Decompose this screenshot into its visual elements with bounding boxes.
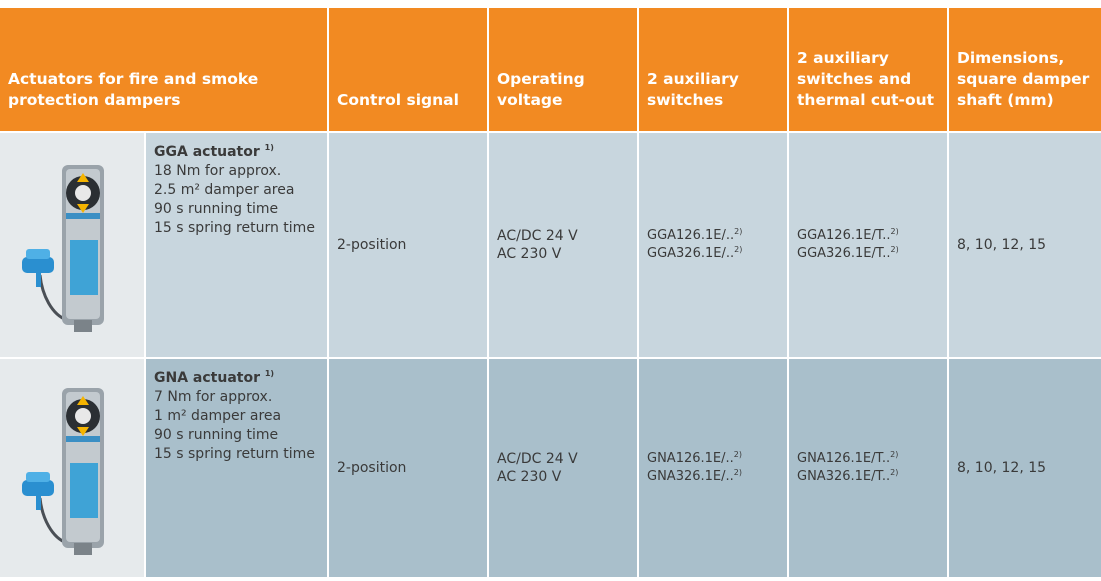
actuator-photo xyxy=(22,165,104,332)
type-code: GNA326.1E/T..2) xyxy=(797,468,939,486)
type-code: GNA126.1E/..2) xyxy=(647,450,779,468)
type-code-text: GGA126.1E/.. xyxy=(647,228,735,243)
type-code-text: GGA126.1E/T.. xyxy=(797,228,891,243)
voltage: AC/DC 24 V AC 230 V xyxy=(489,133,637,357)
type-code: GNA126.1E/T..2) xyxy=(797,450,939,468)
type-code-text: GNA326.1E/T.. xyxy=(797,469,891,484)
type-codes: GNA126.1E/..2) GNA326.1E/..2) xyxy=(639,359,787,577)
footnote-ref: 2) xyxy=(890,468,899,477)
control-signal: 2-position xyxy=(329,359,487,577)
description-line: 7 Nm for approx. xyxy=(154,389,273,405)
product-name: GGA actuator 1) xyxy=(154,143,319,162)
header-cell: 2 auxiliary switches xyxy=(639,8,787,131)
type-code-text: GNA326.1E/.. xyxy=(647,469,734,484)
type-codes: GGA126.1E/..2) GGA326.1E/..2) xyxy=(639,133,787,357)
voltage-line: AC/DC 24 V xyxy=(497,451,578,467)
dimensions: 8, 10, 12, 15 xyxy=(949,359,1101,577)
header-title: Actuators for fire and smoke protection … xyxy=(0,8,327,131)
description-line: 90 s running time xyxy=(154,427,279,443)
footnote-ref: 2) xyxy=(734,227,743,236)
description: GGA actuator 1) 18 Nm for approx. 2.5 m² d… xyxy=(146,133,327,357)
description-line: 15 s spring return time xyxy=(154,446,315,462)
type-code: GGA126.1E/T..2) xyxy=(797,227,939,245)
footnote-ref: 2) xyxy=(890,450,899,459)
type-code: GGA326.1E/T..2) xyxy=(797,245,939,263)
type-code-text: GNA126.1E/T.. xyxy=(797,451,891,466)
product-image xyxy=(0,359,144,577)
footnote-ref: 2) xyxy=(890,227,899,236)
footnote-ref: 2) xyxy=(733,468,742,477)
type-code-text: GGA326.1E/T.. xyxy=(797,246,891,261)
product-image xyxy=(0,133,144,357)
description-line: 18 Nm for approx. xyxy=(154,163,282,179)
type-code-text: GGA326.1E/.. xyxy=(647,246,735,261)
dimensions: 8, 10, 12, 15 xyxy=(949,133,1101,357)
header-cell: Dimensions, square damper shaft (mm) xyxy=(949,8,1101,131)
product-name-text: GGA actuator xyxy=(154,144,260,160)
header-cell: 2 auxiliary switches and thermal cut-out xyxy=(789,8,947,131)
voltage: AC/DC 24 V AC 230 V xyxy=(489,359,637,577)
control-signal: 2-position xyxy=(329,133,487,357)
footnote-ref: 1) xyxy=(264,143,274,152)
header-cell: Operating voltage xyxy=(489,8,637,131)
type-code: GGA326.1E/..2) xyxy=(647,245,779,263)
type-code: GGA126.1E/..2) xyxy=(647,227,779,245)
product-name-text: GNA actuator xyxy=(154,370,260,386)
description-line: 15 s spring return time xyxy=(154,220,315,236)
type-code-text: GNA126.1E/.. xyxy=(647,451,734,466)
actuator-photo xyxy=(22,388,104,555)
product-table: Actuators for fire and smoke protection … xyxy=(0,8,1101,577)
voltage-line: AC/DC 24 V xyxy=(497,228,578,244)
header-cell: Control signal xyxy=(329,8,487,131)
footnote-ref: 2) xyxy=(890,245,899,254)
description: GNA actuator 1) 7 Nm for approx. 1 m² damp… xyxy=(146,359,327,577)
description-line: 90 s running time xyxy=(154,201,279,217)
voltage-line: AC 230 V xyxy=(497,246,562,262)
type-codes: GNA126.1E/T..2) GNA326.1E/T..2) xyxy=(789,359,947,577)
footnote-ref: 2) xyxy=(734,245,743,254)
voltage-line: AC 230 V xyxy=(497,469,562,485)
type-code: GNA326.1E/..2) xyxy=(647,468,779,486)
footnote-ref: 2) xyxy=(733,450,742,459)
product-name: GNA actuator 1) xyxy=(154,369,319,388)
type-codes: GGA126.1E/T..2) GGA326.1E/T..2) xyxy=(789,133,947,357)
description-line: 2.5 m² damper area xyxy=(154,182,295,198)
footnote-ref: 1) xyxy=(264,369,275,378)
description-line: 1 m² damper area xyxy=(154,408,282,424)
